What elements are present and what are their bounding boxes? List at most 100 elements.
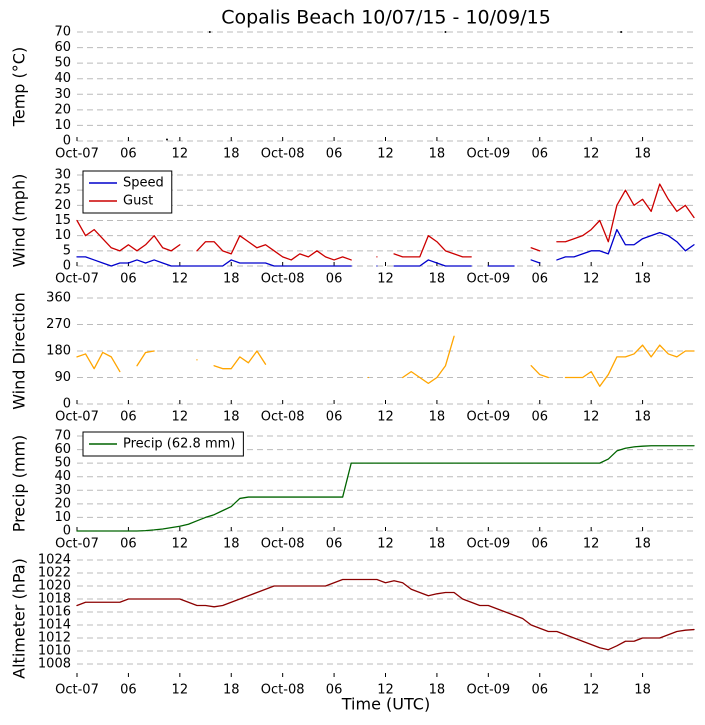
legend-label: Gust [123, 194, 153, 209]
y-tick-label: 10 [54, 510, 71, 525]
x-tick-label: 12 [377, 410, 394, 425]
x-tick-label: 12 [583, 683, 600, 698]
y-tick-label: 1024 [38, 553, 71, 568]
x-tick-label: 06 [120, 272, 137, 287]
data-point [620, 31, 623, 33]
legend-label: Precip (62.8 mm) [123, 437, 235, 452]
x-tick-label: 06 [531, 147, 548, 162]
x-tick-label: 18 [429, 272, 446, 287]
x-tick-label: Oct-08 [261, 147, 305, 162]
data-point [208, 31, 211, 33]
x-tick-label: Oct-09 [466, 410, 510, 425]
x-tick-label: Oct-09 [466, 147, 510, 162]
data-line [76, 183, 695, 261]
x-tick-label: 06 [326, 537, 343, 552]
y-tick-label: 360 [46, 291, 71, 306]
x-tick-label: 18 [634, 272, 651, 287]
x-tick-label: 18 [223, 272, 240, 287]
y-axis-label: Precip (mm) [10, 435, 29, 533]
y-axis-label: Temp (°C) [10, 47, 29, 127]
y-tick-label: 50 [54, 56, 71, 71]
x-tick-label: 06 [326, 410, 343, 425]
y-tick-label: 10 [54, 118, 71, 133]
x-tick-label: Oct-07 [55, 683, 99, 698]
x-tick-label: 06 [326, 147, 343, 162]
x-tick-label: Oct-08 [261, 272, 305, 287]
y-tick-label: 20 [54, 198, 71, 213]
x-tick-label: 18 [429, 683, 446, 698]
x-tick-label: 12 [172, 272, 189, 287]
x-tick-label: 18 [429, 147, 446, 162]
x-tick-label: 06 [531, 410, 548, 425]
x-tick-label: 18 [223, 410, 240, 425]
y-tick-label: 40 [54, 469, 71, 484]
y-tick-label: 70 [54, 25, 71, 40]
x-tick-label: 06 [120, 147, 137, 162]
y-tick-label: 1014 [38, 618, 71, 633]
x-tick-label: 06 [326, 683, 343, 698]
y-axis-label: Altimeter (hPa) [10, 558, 29, 679]
y-tick-label: 0 [63, 524, 71, 539]
x-tick-label: Oct-07 [55, 410, 99, 425]
x-tick-label: Oct-08 [261, 683, 305, 698]
y-tick-label: 70 [54, 429, 71, 444]
x-tick-label: 18 [223, 537, 240, 552]
data-point [444, 31, 447, 33]
x-tick-label: 06 [531, 272, 548, 287]
y-tick-label: 0 [63, 259, 71, 274]
data-point [165, 138, 168, 141]
y-tick-label: 30 [54, 168, 71, 183]
x-tick-label: Oct-09 [466, 272, 510, 287]
y-tick-label: 10 [54, 228, 71, 243]
y-tick-label: 1022 [38, 566, 71, 581]
legend-label: Speed [123, 176, 164, 191]
x-tick-label: 06 [120, 537, 137, 552]
x-tick-label: 06 [531, 537, 548, 552]
x-tick-label: 18 [634, 147, 651, 162]
y-tick-label: 60 [54, 40, 71, 55]
y-tick-label: 30 [54, 483, 71, 498]
x-tick-label: 18 [634, 537, 651, 552]
x-tick-label: 18 [634, 683, 651, 698]
x-tick-label: 12 [583, 537, 600, 552]
x-tick-label: 12 [583, 147, 600, 162]
data-line [76, 445, 695, 532]
x-tick-label: Oct-07 [55, 537, 99, 552]
chart-title: Copalis Beach 10/07/15 - 10/09/15 [221, 7, 551, 29]
y-tick-label: 25 [54, 183, 71, 198]
y-tick-label: 15 [54, 213, 71, 228]
x-tick-label: Oct-09 [466, 537, 510, 552]
data-line [76, 228, 695, 267]
x-tick-label: 12 [583, 410, 600, 425]
x-tick-label: 12 [172, 410, 189, 425]
x-axis-label: Time (UTC) [341, 695, 430, 714]
x-tick-label: 12 [583, 272, 600, 287]
x-tick-label: Oct-09 [466, 683, 510, 698]
y-tick-label: 20 [54, 496, 71, 511]
x-tick-label: 12 [377, 683, 394, 698]
x-tick-label: 12 [172, 147, 189, 162]
x-tick-label: Oct-07 [55, 147, 99, 162]
y-tick-label: 40 [54, 71, 71, 86]
y-tick-label: 0 [63, 397, 71, 412]
data-line [76, 335, 695, 387]
y-tick-label: 50 [54, 456, 71, 471]
y-axis-label: Wind (mph) [10, 174, 29, 268]
y-tick-label: 1008 [38, 657, 71, 672]
x-tick-label: 12 [377, 147, 394, 162]
y-tick-label: 90 [54, 370, 71, 385]
x-tick-label: 18 [429, 410, 446, 425]
y-tick-label: 180 [46, 344, 71, 359]
x-tick-label: 06 [326, 272, 343, 287]
y-tick-label: 1016 [38, 605, 71, 620]
y-tick-label: 1012 [38, 631, 71, 646]
x-tick-label: 12 [377, 537, 394, 552]
y-tick-label: 20 [54, 102, 71, 117]
y-tick-label: 1018 [38, 592, 71, 607]
x-tick-label: 06 [120, 410, 137, 425]
x-tick-label: 18 [429, 537, 446, 552]
y-tick-label: 60 [54, 442, 71, 457]
y-tick-label: 1020 [38, 579, 71, 594]
x-tick-label: 12 [377, 272, 394, 287]
